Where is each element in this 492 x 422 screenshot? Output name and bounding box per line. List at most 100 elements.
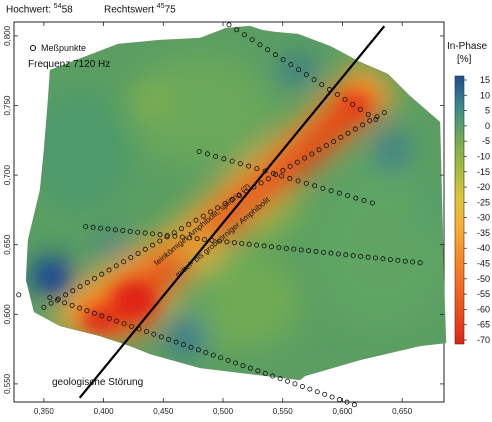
- measurement-point: [345, 130, 351, 136]
- rechtswert-value: 75: [164, 4, 176, 16]
- fault-line: [78, 25, 386, 399]
- tick-label: 0,650: [392, 407, 413, 416]
- measurement-point: [361, 197, 367, 203]
- measurement-point: [299, 383, 305, 389]
- measurement-point: [287, 175, 293, 181]
- measurement-point: [307, 386, 313, 392]
- heatmap-field: [26, 26, 446, 380]
- measurement-point: [99, 271, 105, 277]
- tick-label: 0,550: [273, 407, 294, 416]
- measurement-point: [313, 249, 319, 255]
- measurement-point: [121, 321, 127, 327]
- frequency-label: Frequenz 7120 Hz: [28, 59, 110, 70]
- measurement-point: [69, 302, 75, 308]
- measurement-point: [268, 244, 274, 250]
- tick-label: 0,750: [3, 95, 12, 116]
- measurement-point: [194, 236, 200, 242]
- colorbar-tick-label: -25: [477, 197, 490, 207]
- fault-annotation: geologische Störung: [52, 377, 143, 388]
- measurement-point: [410, 259, 416, 265]
- measurement-point: [207, 209, 213, 215]
- colorbar-tick-label: -50: [477, 274, 490, 284]
- measurement-point: [237, 161, 243, 167]
- marker-legend-icon: [29, 44, 37, 52]
- colorbar-tick-label: -20: [477, 182, 490, 192]
- measurement-points: [16, 22, 423, 408]
- measurement-point: [350, 253, 356, 259]
- measurement-point: [345, 193, 351, 199]
- tick-label: 0,600: [3, 304, 12, 325]
- measurement-point: [114, 318, 120, 324]
- measurement-point: [320, 249, 326, 255]
- measurement-point: [380, 256, 386, 262]
- measurement-point: [329, 394, 335, 400]
- measurement-point: [158, 334, 164, 340]
- colorbar-tick-label: -55: [477, 289, 490, 299]
- measurement-point: [298, 247, 304, 253]
- measurement-point: [226, 22, 232, 28]
- measurement-point: [54, 297, 60, 303]
- measurement-point: [306, 248, 312, 254]
- tick-label: 0,800: [3, 25, 12, 46]
- colorbar-scale: [454, 75, 465, 345]
- measurement-point: [164, 232, 170, 238]
- measurement-point: [129, 323, 135, 329]
- measurement-point: [55, 296, 61, 302]
- measurement-point: [112, 227, 118, 233]
- measurement-point: [272, 52, 278, 58]
- measurement-point: [218, 355, 224, 361]
- measurement-point: [265, 47, 271, 53]
- measurement-point: [312, 183, 318, 189]
- measurement-point: [234, 27, 240, 33]
- measurement-point: [337, 397, 343, 403]
- measurement-point: [276, 245, 282, 251]
- survey-outline: [25, 25, 447, 381]
- hochwert-label: Hochwert: 5458: [6, 3, 73, 15]
- measurement-point: [47, 295, 53, 301]
- measurement-point: [166, 336, 172, 342]
- measurement-point: [352, 126, 358, 132]
- colorbar-tick-label: -10: [477, 151, 490, 161]
- measurement-point: [150, 242, 156, 248]
- tick-label: 0,350: [34, 407, 55, 416]
- measurement-point: [215, 205, 221, 211]
- measurement-point: [142, 230, 148, 236]
- measurement-point: [195, 347, 201, 353]
- measurement-point: [84, 279, 90, 285]
- measurement-point: [360, 122, 366, 128]
- measurement-point: [202, 236, 208, 242]
- measurement-point: [353, 195, 359, 201]
- measurement-point: [135, 250, 141, 256]
- measurement-point: [179, 234, 185, 240]
- measurement-point: [291, 246, 297, 252]
- tick-label: 0,600: [332, 407, 353, 416]
- hochwert-value: 58: [61, 4, 73, 16]
- measurement-point: [358, 253, 364, 259]
- measurement-point: [316, 147, 322, 153]
- measurement-point: [48, 300, 54, 306]
- measurement-point: [92, 275, 98, 281]
- tick-label: 0,700: [3, 165, 12, 186]
- measurement-point: [303, 180, 309, 186]
- measurement-point: [365, 254, 371, 260]
- measurement-point: [381, 109, 387, 115]
- measurement-point: [331, 138, 337, 144]
- measurement-point: [16, 292, 22, 298]
- measurement-point: [320, 185, 326, 191]
- measurement-point: [233, 360, 239, 366]
- rechtswert-text: Rechtswert: [104, 4, 155, 16]
- measurement-point: [374, 114, 380, 120]
- colorbar-unit: [%]: [457, 54, 472, 65]
- measurement-point: [309, 151, 315, 157]
- measurement-point: [41, 304, 47, 310]
- measurement-point: [150, 231, 156, 237]
- measurement-point: [343, 252, 349, 258]
- measurement-point: [323, 143, 329, 149]
- measurement-point: [336, 190, 342, 196]
- measurement-point: [204, 151, 210, 157]
- measurement-point: [314, 389, 320, 395]
- measurement-point: [270, 373, 276, 379]
- measurement-point: [270, 171, 276, 177]
- measurement-point: [265, 176, 271, 182]
- measurement-point: [106, 267, 112, 273]
